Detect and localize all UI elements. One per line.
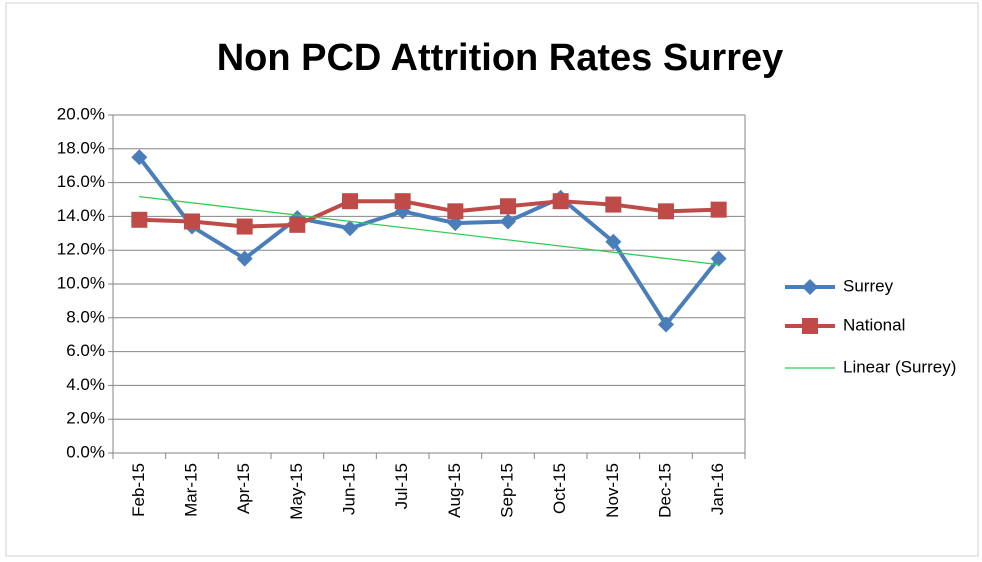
trend-line [139, 195, 719, 266]
x-tick-label: Sep-15 [497, 463, 516, 518]
data-point [394, 193, 411, 210]
data-point [236, 250, 253, 267]
series-line [139, 199, 719, 229]
legend-label: National [843, 315, 905, 334]
x-tick-label: Aug-15 [445, 463, 464, 518]
legend-label: Linear (Surrey) [843, 357, 956, 376]
x-tick-label: Jan-16 [708, 463, 727, 515]
y-tick-label: 14.0% [57, 206, 105, 225]
legend-marker [802, 318, 818, 334]
x-tick-label: Dec-15 [655, 463, 674, 518]
data-point [710, 201, 727, 218]
data-point [605, 196, 622, 213]
data-point [500, 198, 516, 215]
data-point [289, 216, 306, 233]
data-point [447, 203, 464, 220]
data-point [552, 193, 569, 210]
y-tick-label: 12.0% [57, 240, 105, 259]
y-tick-label: 4.0% [66, 375, 105, 394]
chart-title: Non PCD Attrition Rates Surrey [217, 37, 784, 79]
series-line [137, 156, 721, 327]
chart-frame [5, 2, 979, 557]
x-tick-label: Jul-15 [392, 463, 411, 509]
data-point [236, 218, 253, 235]
data-point [131, 149, 148, 166]
y-tick-label: 2.0% [66, 409, 105, 428]
x-tick-label: Feb-15 [129, 463, 148, 517]
x-tick-label: Oct-15 [550, 463, 569, 514]
y-tick-label: 18.0% [57, 138, 105, 157]
y-tick-label: 10.0% [57, 273, 105, 292]
data-point [605, 233, 622, 250]
data-point [342, 220, 358, 237]
y-tick-label: 16.0% [57, 172, 105, 191]
y-tick-label: 6.0% [66, 341, 105, 360]
data-point [710, 250, 727, 267]
y-tick-label: 20.0% [57, 104, 105, 123]
x-tick-label: Mar-15 [181, 463, 200, 517]
legend-marker [802, 279, 818, 295]
data-point [658, 203, 674, 220]
x-tick-label: May-15 [287, 463, 306, 520]
data-point [184, 213, 200, 230]
x-tick-label: Jun-15 [339, 463, 358, 515]
y-tick-label: 8.0% [66, 307, 105, 326]
data-point [658, 316, 674, 333]
y-tick-label: 0.0% [66, 442, 105, 461]
data-point [342, 193, 358, 210]
data-point [500, 213, 516, 230]
data-point [131, 211, 148, 228]
x-tick-label: Nov-15 [603, 463, 622, 518]
legend-label: Surrey [843, 276, 894, 295]
x-tick-label: Apr-15 [234, 463, 253, 514]
